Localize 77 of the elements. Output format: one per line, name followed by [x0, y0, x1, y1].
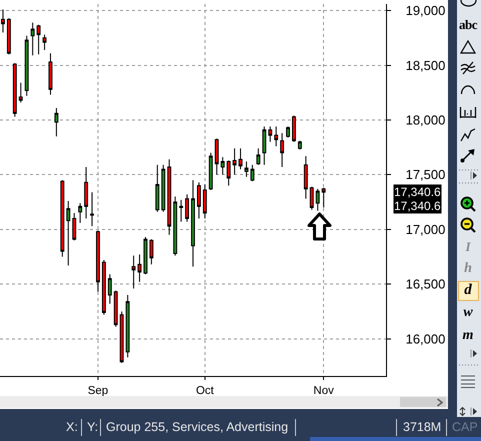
candlestick — [126, 294, 130, 358]
candlestick — [262, 126, 266, 166]
x-tick-label: Oct — [196, 384, 215, 397]
candlestick — [90, 192, 94, 227]
candlestick — [84, 166, 88, 219]
candlestick — [250, 164, 254, 182]
candlestick — [202, 184, 207, 219]
candlestick — [72, 212, 76, 241]
candlestick — [120, 310, 124, 364]
candlestick — [214, 138, 219, 176]
candlestick — [114, 290, 118, 328]
candlestick — [322, 187, 326, 208]
candlestick — [274, 126, 278, 147]
candlestick — [220, 156, 225, 176]
candlestick — [298, 140, 302, 150]
candlestick — [144, 236, 148, 275]
candlestick — [138, 254, 142, 282]
candlestick — [1, 8, 5, 33]
text: m — [462, 328, 474, 343]
candlestick — [36, 24, 41, 55]
candlestick — [244, 161, 248, 178]
candlestick — [232, 148, 237, 176]
text: I — [465, 239, 471, 254]
y-tick-label: 17,000 — [406, 222, 446, 237]
candlestick — [292, 115, 296, 142]
text: abc — [459, 17, 477, 32]
candlestick — [268, 126, 272, 142]
text: Group 255, Services, Advertising — [106, 420, 288, 435]
candlestick — [191, 180, 195, 268]
candlestick — [185, 194, 190, 222]
candlestick — [54, 107, 58, 137]
candlestick — [60, 180, 64, 258]
candlestick — [48, 52, 52, 96]
candlestick — [12, 62, 17, 118]
candlestick — [304, 156, 308, 200]
candlestick — [96, 230, 100, 292]
y-tick-label: 17,500 — [406, 167, 446, 182]
candlestick — [42, 34, 46, 50]
candlestick — [226, 160, 231, 186]
y-tick-label: 18,000 — [406, 112, 446, 128]
candlestick — [78, 202, 82, 224]
candlestick — [155, 164, 160, 212]
candlestick — [179, 199, 184, 222]
candlestick — [24, 35, 29, 96]
y-tick-label: 18,500 — [406, 58, 446, 73]
candlestick — [286, 126, 290, 138]
text: CAP — [452, 420, 478, 435]
text: h — [464, 261, 472, 276]
text: Y: — [87, 420, 98, 435]
candlestick — [66, 200, 70, 266]
text: X: — [66, 420, 78, 435]
x-tick-label: Nov — [313, 384, 334, 397]
candlestick — [196, 182, 201, 219]
candlestick — [108, 274, 112, 304]
candlestick — [280, 132, 284, 168]
candlestick — [316, 188, 320, 212]
text: 17,340.6 — [394, 185, 442, 199]
candlestick — [6, 18, 11, 55]
candlestick — [132, 255, 136, 289]
candlestick — [18, 82, 23, 103]
candlestick — [149, 238, 154, 265]
candlestick — [238, 148, 242, 170]
candlestick — [167, 158, 172, 236]
text: 3718M — [403, 420, 442, 435]
candlestick — [102, 260, 106, 316]
text: w — [463, 305, 473, 320]
y-tick-label: 19,000 — [406, 3, 446, 18]
x-tick-label: Sep — [88, 384, 108, 397]
candlestick — [256, 148, 260, 166]
text: 17,340.6 — [394, 199, 442, 213]
text: d — [464, 282, 472, 298]
candlestick — [30, 22, 35, 56]
y-tick-label: 16,000 — [406, 331, 446, 346]
candlestick — [161, 164, 166, 212]
y-tick-label: 16,500 — [406, 276, 446, 292]
candlestick — [208, 152, 213, 190]
candlestick — [173, 196, 178, 256]
